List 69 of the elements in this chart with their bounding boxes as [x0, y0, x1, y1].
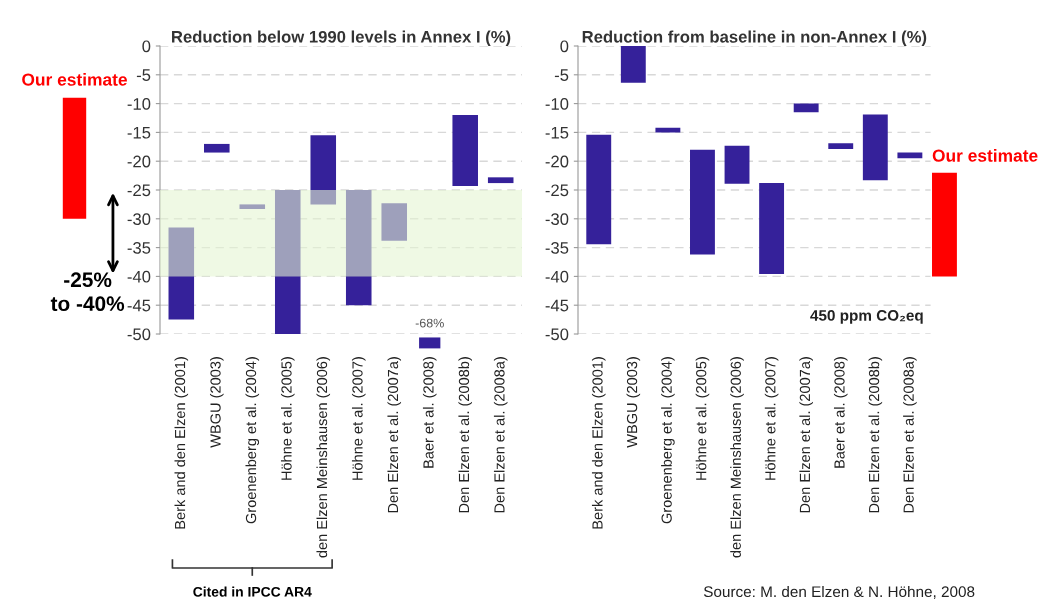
y-tick-label: -50	[545, 328, 569, 341]
x-tick-label: Höhne et al. (2007)	[764, 357, 779, 480]
x-tick-label: Baer et al. (2008)	[833, 357, 848, 468]
bar	[724, 145, 750, 184]
y-tick-label: 0	[142, 40, 151, 53]
x-tick-label: Den Elzen et al. (2007a)	[799, 357, 813, 513]
y-tick-label: -5	[554, 69, 569, 81]
y-tick-label: -20	[127, 155, 151, 168]
x-tick-label: Groenenberg et al. (2004)	[245, 357, 260, 524]
x-tick-label: Baer et al. (2008)	[422, 357, 437, 468]
bar	[690, 149, 715, 255]
band-label: -25% to -40%	[50, 272, 125, 312]
y-tick-label: -10	[127, 98, 151, 110]
bar	[620, 46, 646, 83]
y-tick-label: -45	[127, 299, 151, 312]
x-tick-label: Groenenberg et al. (2004)	[661, 357, 675, 524]
x-tick-label: Den Elzen et al. (2008b)	[868, 357, 883, 513]
y-tick-label: -45	[545, 299, 569, 312]
x-tick-label: WBGU (2003)	[209, 357, 224, 448]
y-tick-label: -5	[136, 69, 151, 81]
x-tick-label: WBGU (2003)	[626, 357, 641, 448]
bar	[204, 143, 230, 153]
bar	[452, 115, 478, 186]
x-tick-label: Höhne et al. (2007)	[351, 357, 366, 480]
y-tick-label: -25	[127, 184, 151, 197]
bar	[239, 204, 266, 210]
x-tick-label: Den Elzen et al. (2008a)	[903, 357, 917, 513]
text: Cited in IPCC AR4	[193, 586, 312, 597]
bar	[932, 172, 957, 277]
chart-title: Reduction below 1990 levels in Annex I (%)	[172, 30, 511, 46]
bar	[310, 135, 337, 205]
bar	[274, 190, 301, 334]
y-tick-label: -10	[545, 98, 569, 110]
chart-title: Reduction from baseline in non-Annex I (%)	[582, 30, 927, 46]
y-tick-label: -15	[127, 126, 151, 139]
bar	[381, 203, 408, 241]
y-tick-label: -20	[545, 155, 569, 168]
x-tick-label: Höhne et al. (2005)	[695, 357, 710, 480]
y-tick-label: -50	[127, 328, 151, 341]
bar	[793, 103, 819, 113]
y-tick-label: -35	[127, 242, 151, 254]
x-tick-label: Höhne et al. (2005)	[280, 357, 295, 480]
bar	[345, 190, 372, 306]
y-tick-label: -30	[545, 213, 569, 225]
bar	[759, 183, 785, 275]
x-tick-label: Berk and den Elzen (2001)	[174, 357, 189, 529]
y-tick-label: -15	[545, 126, 569, 139]
source-note: Source: M. den Elzen & N. Höhne, 2008	[703, 585, 975, 599]
y-tick-label: -40	[127, 270, 151, 283]
x-tick-label: Berk and den Elzen (2001)	[591, 357, 606, 529]
y-tick-label: 0	[560, 40, 569, 53]
bar	[828, 143, 854, 150]
bar	[586, 134, 612, 245]
x-tick-label: den Elzen Meinshausen (2006)	[730, 357, 744, 558]
annotation: -68%	[415, 318, 444, 328]
x-tick-label: Den Elzen et al. (2008b)	[458, 357, 473, 513]
y-tick-label: -30	[127, 213, 151, 225]
annotation: 450 ppm CO₂eq	[810, 310, 923, 324]
y-tick-label: -40	[545, 270, 569, 283]
annotation: Our estimate	[22, 73, 127, 86]
text: Our estimate	[932, 149, 1038, 162]
x-tick-label: den Elzen Meinshausen (2006)	[316, 357, 331, 558]
bar	[862, 114, 888, 181]
bar	[487, 177, 514, 184]
x-tick-label: Den Elzen et al. (2008a)	[493, 357, 508, 513]
bar	[168, 227, 195, 320]
x-tick-label: Den Elzen et al. (2007a)	[387, 357, 402, 513]
y-tick-label: -25	[545, 184, 569, 197]
y-tick-label: -35	[545, 242, 569, 254]
